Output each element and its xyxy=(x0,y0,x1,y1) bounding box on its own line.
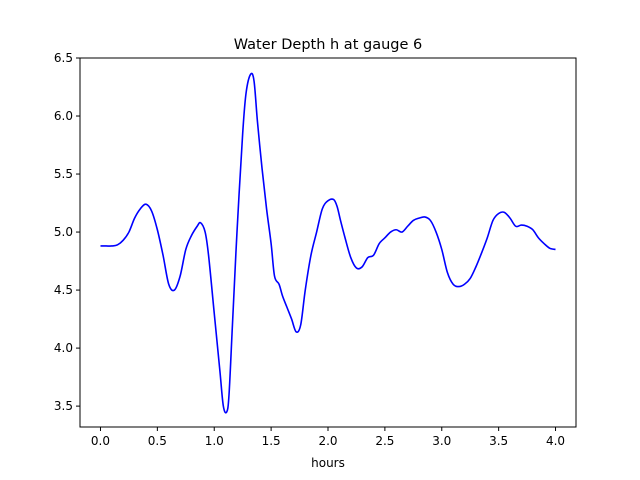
y-tick-label: 4.0 xyxy=(54,341,73,355)
y-tick-label: 4.5 xyxy=(54,283,73,297)
y-axis: 3.5 4.0 4.5 5.0 5.5 6.0 6.5 xyxy=(54,51,80,413)
chart-title: Water Depth h at gauge 6 xyxy=(234,37,422,53)
y-tick-label: 5.5 xyxy=(54,167,73,181)
plot-area xyxy=(100,72,556,414)
y-tick-label: 6.0 xyxy=(54,109,73,123)
x-tick-label: 0.5 xyxy=(148,434,167,448)
x-tick-label: 3.5 xyxy=(489,434,508,448)
x-axis-label: hours xyxy=(311,456,345,470)
x-tick-label: 4.0 xyxy=(546,434,565,448)
x-tick-label: 2.0 xyxy=(318,434,337,448)
x-tick-label: 2.5 xyxy=(375,434,394,448)
x-axis: 0.0 0.5 1.0 1.5 2.0 2.5 3.0 3.5 4.0 xyxy=(91,427,565,448)
y-tick-label: 6.5 xyxy=(54,51,73,65)
plot-frame xyxy=(79,57,577,428)
x-tick-label: 3.0 xyxy=(432,434,451,448)
y-tick-label: 5.0 xyxy=(54,225,73,239)
y-tick-label: 3.5 xyxy=(54,399,73,413)
series-line xyxy=(100,72,556,414)
x-tick-label: 1.5 xyxy=(262,434,281,448)
x-tick-label: 0.0 xyxy=(91,434,110,448)
x-tick-label: 1.0 xyxy=(205,434,224,448)
